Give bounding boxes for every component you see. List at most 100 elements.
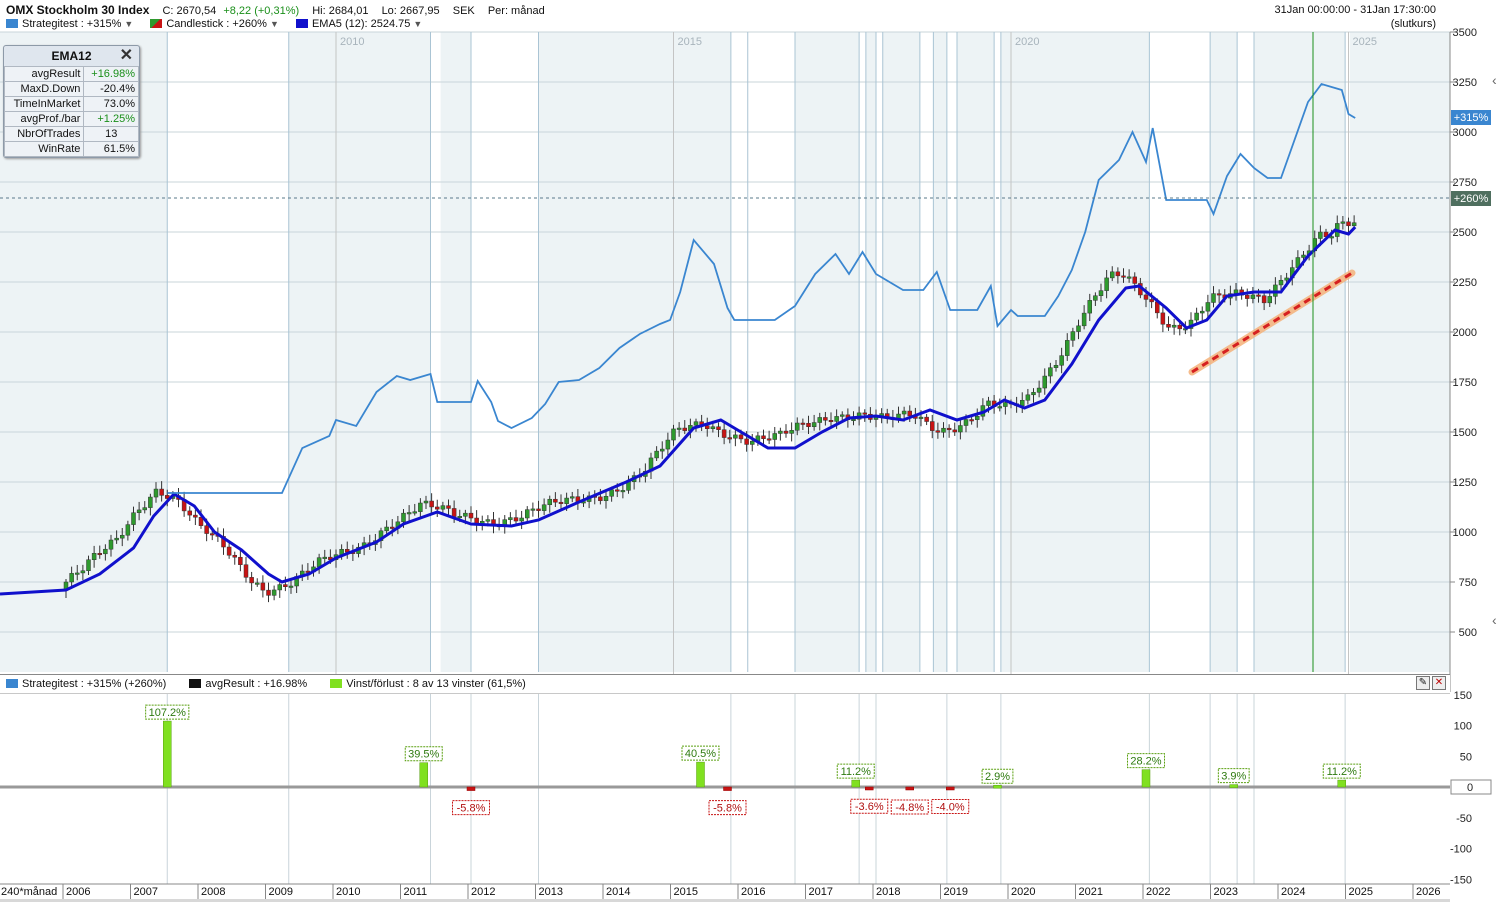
close-icon[interactable]: ✕ <box>119 47 133 64</box>
value-label-box <box>1127 753 1165 769</box>
price-tick-label: 500 <box>1459 627 1477 639</box>
candle-body <box>1346 221 1351 227</box>
candle-body <box>260 582 266 591</box>
candle-body <box>828 420 834 423</box>
candle-body <box>322 556 327 559</box>
candle-body <box>1104 277 1109 291</box>
year-tick-label: 2011 <box>404 886 428 898</box>
panel-buttons: ✎ ✕ <box>1414 676 1446 690</box>
profit-loss-bar[interactable] <box>163 720 172 788</box>
legend-strategitest-lower[interactable]: Strategitest : +315% (+260%) <box>6 678 166 690</box>
candle-body <box>761 435 766 439</box>
value-label: 28.2% <box>1130 756 1161 768</box>
candle-body <box>1070 331 1076 341</box>
candle-body <box>558 501 564 504</box>
candle-body <box>1329 236 1334 239</box>
candle-body <box>530 508 536 511</box>
legend-label: EMA5 (12): 2524.75 <box>311 18 411 30</box>
candle-body <box>693 421 699 426</box>
candle-body <box>226 546 232 556</box>
candle-body <box>710 426 716 429</box>
price-axis[interactable]: 3500 3250 3000 2750 2500 2250 2000 1750 1500 1250… <box>1450 27 1477 639</box>
profit-loss-bar[interactable] <box>696 761 705 788</box>
price-mode: (slutkurs) <box>1390 18 1436 30</box>
year-tick-label: 2019 <box>944 886 968 898</box>
profit-loss-bar[interactable] <box>723 786 732 791</box>
value-label-box <box>890 799 929 815</box>
candle-body <box>384 526 389 532</box>
legend-candlestick[interactable]: Candlestick : +260% ▼ <box>150 18 279 30</box>
year-tick-label: 2018 <box>876 886 900 898</box>
profit-loss-bar[interactable] <box>466 786 476 791</box>
settings-icon[interactable]: ✎ <box>1416 676 1430 690</box>
candle-body <box>716 426 721 430</box>
trendline[interactable] <box>1191 271 1353 374</box>
candle-body <box>243 564 249 578</box>
candle-body <box>1171 324 1177 328</box>
stats-value: +16.98% <box>83 66 139 82</box>
grid <box>0 31 1450 633</box>
candle-body <box>660 448 665 452</box>
svg-text:+260%: +260% <box>1454 193 1489 205</box>
profit-loss-bar[interactable] <box>1141 769 1151 788</box>
year-label: 2020 <box>1015 36 1039 48</box>
profit-loss-bar[interactable] <box>1337 779 1346 788</box>
year-tick-label: 2023 <box>1214 886 1238 898</box>
legend-vinst-forlust[interactable]: Vinst/förlust : 8 av 13 vinster (61,5%) <box>330 678 526 690</box>
lower-legend: Strategitest : +315% (+260%) avgResult :… <box>0 674 1450 694</box>
candle-body <box>750 440 755 445</box>
profit-loss-bar[interactable] <box>851 779 860 788</box>
legend-label: Strategitest : +315% (+260%) <box>22 678 167 690</box>
candle-body <box>125 524 131 536</box>
chevron-left-icon[interactable]: ‹ <box>1492 612 1497 628</box>
time-axis[interactable]: 240*månad 2006 2007 2008 2009 2010 2011 2012 201… <box>0 883 1498 902</box>
profit-loss-bar[interactable] <box>419 762 428 788</box>
lower-tick-label: 50 <box>1460 751 1472 763</box>
profit-loss-bar[interactable] <box>905 786 914 791</box>
candle-body <box>198 516 204 526</box>
legend-strategitest[interactable]: Strategitest : +315% ▼ <box>6 18 133 30</box>
scrollbar[interactable] <box>0 899 1450 902</box>
price-tick-label: 2250 <box>1453 277 1477 289</box>
candle-body <box>952 429 957 433</box>
profit-loss-panel: 107.2% 39.5% -5.8% 40.5% -5.8% 11.2% -3.6% -4.8… <box>0 690 1498 886</box>
year-tick-label: 2021 <box>1079 886 1103 898</box>
candle-body <box>1250 294 1256 299</box>
lower-tick-label: 100 <box>1454 721 1472 733</box>
legend-avgresult[interactable]: avgResult : +16.98% <box>189 678 307 690</box>
close-icon[interactable]: ✕ <box>1432 676 1446 690</box>
year-tick-label: 2016 <box>741 886 765 898</box>
candle-body <box>418 502 423 512</box>
price-tick-label: 1250 <box>1453 477 1477 489</box>
close-value: C: 2670,54 <box>162 5 217 17</box>
candle-body <box>1042 375 1047 389</box>
value-label-box <box>931 798 970 814</box>
candle-body <box>1065 340 1070 356</box>
candle-body <box>907 410 912 417</box>
price-tick-label: 3500 <box>1453 27 1477 39</box>
candle-body <box>682 427 687 431</box>
change-value: +8,22 (+0,31%) <box>223 5 300 17</box>
candle-body <box>1216 293 1222 296</box>
year-tick-label: 2012 <box>471 886 495 898</box>
year-tick-label: 2006 <box>66 886 90 898</box>
profit-loss-bar[interactable] <box>865 786 874 791</box>
candle-body <box>536 508 541 511</box>
candle-body <box>1205 302 1211 312</box>
year-tick-label: 2009 <box>269 886 293 898</box>
stats-table: avgResult +16.98% MaxD.Down -20.4% TimeInM… <box>3 66 139 157</box>
legend-ema[interactable]: EMA5 (12): 2524.75 ▼ <box>295 18 422 30</box>
profit-loss-bar[interactable] <box>1229 784 1238 788</box>
value-label: -4.0% <box>936 801 965 813</box>
profit-loss-bar[interactable] <box>946 786 955 791</box>
profit-loss-bar[interactable] <box>993 784 1002 789</box>
chevron-left-icon[interactable]: ‹ <box>1492 72 1497 88</box>
candle-body <box>159 488 164 496</box>
candle-body <box>1245 294 1250 299</box>
candle-body <box>513 517 519 522</box>
candle-body <box>1132 276 1137 284</box>
time-range: 31Jan 00:00:00 - 31Jan 17:30:00 (slutkur… <box>1275 3 1436 31</box>
year-label: 2010 <box>340 36 364 48</box>
stats-panel[interactable]: EMA12 ✕ avgResult +16.98% MaxD.Down -20.4%… <box>3 45 140 158</box>
